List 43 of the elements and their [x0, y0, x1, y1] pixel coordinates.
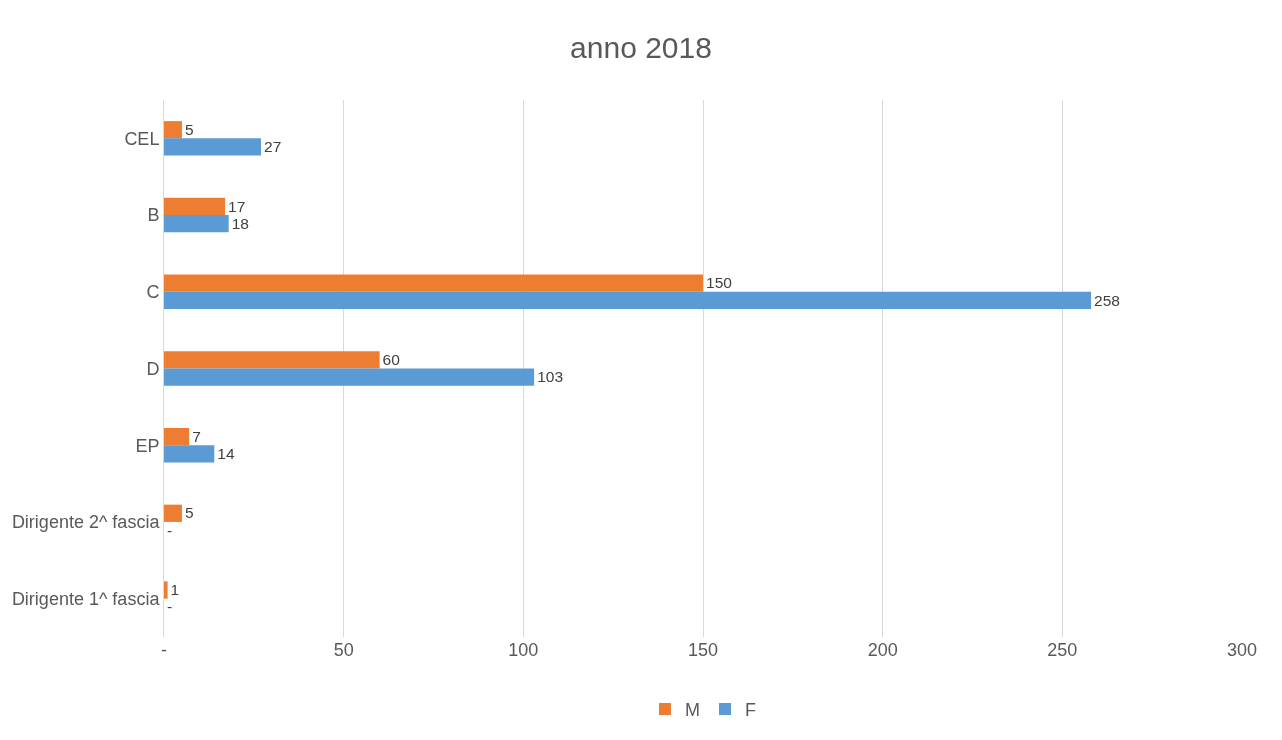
bar [164, 215, 229, 233]
bar [164, 351, 380, 369]
bar [164, 274, 703, 292]
data-label: - [167, 521, 173, 539]
y-tick-label: B [147, 205, 160, 226]
data-label: 103 [537, 368, 564, 386]
x-tick-label: - [161, 640, 167, 660]
data-label: 17 [228, 197, 246, 215]
x-tick-label: 250 [1047, 640, 1078, 660]
data-label: 5 [184, 120, 194, 138]
data-label: 14 [217, 445, 235, 463]
y-tick-label: EP [135, 435, 160, 456]
y-tick-label: C [146, 282, 160, 303]
data-label: 60 [382, 351, 401, 369]
data-label: 1 [170, 581, 180, 599]
x-tick-label: 100 [508, 640, 539, 660]
bar [164, 138, 262, 156]
bar [164, 427, 190, 446]
x-tick-label: 300 [1226, 640, 1258, 660]
data-label: 150 [706, 274, 733, 292]
bar [164, 368, 535, 386]
bar [164, 121, 182, 139]
chart-title: anno 2018 [570, 31, 712, 64]
y-tick-label: D [146, 358, 160, 379]
bar [164, 445, 215, 463]
data-label: 7 [192, 427, 201, 445]
data-label: 258 [1094, 291, 1120, 309]
bar [164, 581, 168, 599]
y-tick-label: Dirigente 2^ fascia [11, 512, 161, 533]
bar [164, 291, 1092, 310]
data-label: 18 [231, 214, 249, 232]
legend-label: M [685, 699, 700, 720]
bar [164, 197, 226, 216]
data-label: - [167, 598, 173, 616]
x-tick-label: 200 [867, 640, 898, 660]
y-tick-label: CEL [124, 128, 160, 149]
x-tick-label: 50 [333, 640, 354, 660]
data-label: 5 [184, 504, 194, 522]
x-tick-label: 150 [687, 640, 719, 660]
legend-label: F [745, 699, 756, 720]
bar [164, 504, 182, 522]
data-label: 27 [264, 138, 282, 156]
y-tick-label: Dirigente 1^ fascia [11, 588, 161, 609]
